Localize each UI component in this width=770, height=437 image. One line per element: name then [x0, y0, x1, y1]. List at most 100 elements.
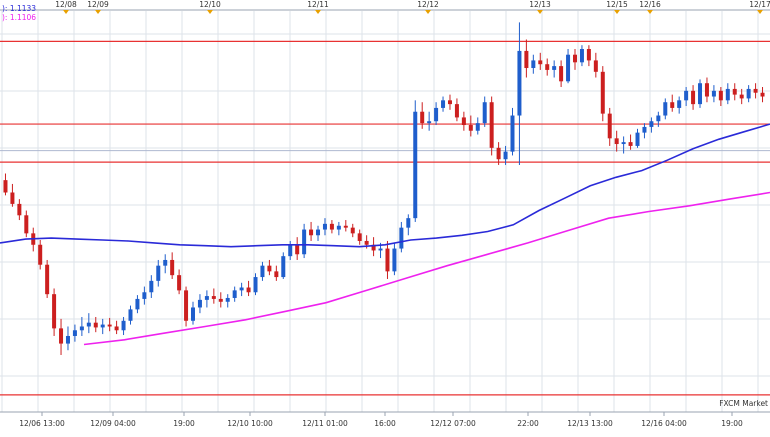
candle-body: [628, 142, 633, 146]
candle: [52, 288, 57, 336]
top-date-label: 12/10: [199, 0, 221, 9]
candle-body: [538, 60, 543, 65]
candle: [191, 301, 195, 325]
candle-body: [760, 92, 765, 97]
candle: [197, 294, 202, 314]
candle: [114, 320, 119, 335]
watermark-text: FXCM Market: [719, 399, 768, 408]
candle: [177, 269, 182, 295]
candle-body: [197, 299, 202, 308]
candle-body: [475, 123, 480, 131]
candle-body: [135, 298, 140, 310]
x-tick-label: 12/16 04:00: [641, 419, 687, 428]
candle: [149, 275, 154, 298]
top-date-marker: 12/15: [606, 0, 628, 14]
candle: [552, 60, 557, 78]
candle-body: [93, 322, 98, 328]
date-marker-triangle: [647, 10, 653, 14]
candle-body: [746, 88, 751, 99]
candle: [704, 77, 709, 103]
candle: [45, 259, 50, 298]
candle: [65, 326, 70, 351]
candle-body: [531, 60, 536, 69]
candle-body: [239, 287, 244, 291]
candle: [239, 282, 244, 297]
candle-body: [524, 50, 529, 69]
candle: [725, 83, 730, 105]
candle-body: [128, 309, 133, 321]
candle-body: [357, 233, 362, 241]
top-date-marker: 12/16: [639, 0, 661, 14]
candle-body: [156, 265, 161, 281]
candle-body: [170, 259, 175, 276]
candle-body: [184, 290, 189, 321]
candle-body: [191, 307, 195, 321]
candle: [184, 286, 189, 327]
top-date-label: 12/11: [307, 0, 329, 9]
candle: [503, 145, 508, 165]
candle: [454, 98, 459, 122]
candle-body: [545, 64, 550, 70]
candle-body: [663, 102, 668, 116]
candle: [38, 240, 43, 270]
candle-body: [434, 107, 439, 122]
candle-body: [177, 275, 182, 291]
candle-body: [482, 102, 487, 124]
candle: [760, 87, 765, 103]
candle-body: [718, 90, 723, 101]
candle-body: [302, 229, 307, 255]
candle-body: [364, 240, 369, 245]
x-tick-label: 12/13 13:00: [567, 419, 613, 428]
candle: [302, 223, 307, 259]
candle-body: [267, 265, 272, 272]
candle-body: [392, 248, 397, 272]
candle: [343, 220, 348, 232]
candle-body: [677, 100, 682, 108]
legend-ma-magenta: ): 1.1106: [2, 13, 36, 22]
moving-averages: [0, 123, 770, 346]
candle-body: [45, 264, 50, 295]
candle-body: [593, 60, 598, 72]
candle-body: [281, 256, 286, 278]
top-date-axis: 12/08 12/09 12/10 12/11 12/12 12/13 12/15 12/16…: [0, 0, 770, 14]
candle-body: [218, 298, 223, 302]
candle-body: [441, 100, 446, 108]
candle: [413, 100, 418, 222]
candle-body: [698, 83, 703, 105]
top-date-label: 12/08: [55, 0, 77, 9]
candle: [274, 265, 279, 281]
candle: [322, 218, 327, 236]
candle: [614, 130, 619, 152]
candle: [586, 45, 591, 67]
candle: [86, 313, 91, 334]
candle: [718, 87, 723, 107]
candle: [135, 295, 140, 314]
candle-body: [399, 227, 404, 249]
candle: [170, 252, 175, 279]
candle: [267, 259, 272, 276]
candle-body: [378, 248, 383, 251]
candle-body: [649, 121, 654, 127]
x-tick-label: 19:00: [721, 419, 743, 428]
candle: [142, 286, 147, 305]
candle: [3, 173, 8, 196]
candle-body: [489, 102, 494, 148]
candle-body: [566, 54, 571, 82]
top-date-label: 12/15: [606, 0, 628, 9]
candle: [531, 54, 536, 74]
candle-body: [350, 227, 355, 234]
candle: [93, 316, 98, 333]
candle-body: [204, 296, 209, 300]
grid-lines: [0, 11, 770, 412]
candle: [392, 242, 397, 276]
candle: [253, 273, 258, 296]
candle: [79, 316, 84, 336]
candle-body: [316, 229, 321, 236]
candle: [309, 221, 314, 241]
candle: [489, 96, 494, 156]
candle-body: [607, 113, 612, 139]
date-marker-triangle: [757, 10, 763, 14]
candle-body: [295, 244, 300, 255]
